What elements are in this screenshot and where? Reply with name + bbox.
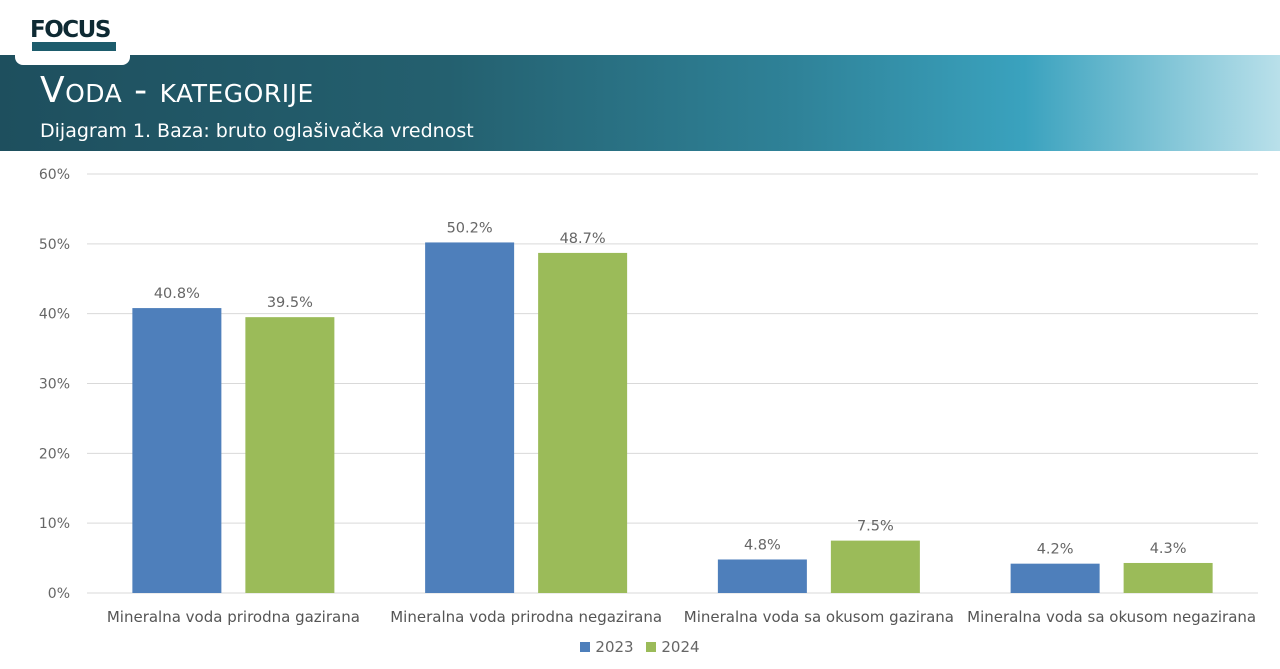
logo-bar bbox=[32, 42, 116, 51]
data-label: 50.2% bbox=[447, 220, 493, 236]
legend-label-2024: 2024 bbox=[661, 638, 700, 656]
data-label: 4.8% bbox=[744, 537, 781, 553]
y-tick-label: 10% bbox=[39, 516, 70, 532]
y-tick-label: 50% bbox=[39, 237, 70, 253]
logo-text: FOCUS bbox=[30, 17, 111, 43]
bar-2023 bbox=[132, 308, 222, 593]
x-category-label: Mineralna voda prirodna negazirana bbox=[390, 608, 662, 626]
y-tick-label: 0% bbox=[48, 586, 70, 602]
y-tick-label: 20% bbox=[39, 446, 70, 462]
x-category-label: Mineralna voda sa okusom gazirana bbox=[684, 608, 954, 626]
focus-logo: FOCUS bbox=[30, 16, 120, 56]
bar-2023 bbox=[717, 559, 807, 593]
y-tick-label: 60% bbox=[39, 167, 70, 183]
chart-subtitle: Dijagram 1. Baza: bruto oglašivačka vred… bbox=[40, 120, 474, 142]
legend-swatch-2023 bbox=[580, 642, 591, 652]
bar-2024 bbox=[830, 540, 920, 593]
data-label: 40.8% bbox=[154, 286, 200, 302]
bar-2024 bbox=[245, 317, 335, 593]
logo-container bbox=[15, 0, 130, 65]
legend: 2023 2024 bbox=[0, 638, 1280, 656]
x-category-label: Mineralna voda sa okusom negazirana bbox=[967, 608, 1256, 626]
x-category-label: Mineralna voda prirodna gazirana bbox=[107, 608, 360, 626]
data-label: 7.5% bbox=[857, 519, 894, 535]
bar-2024 bbox=[538, 252, 628, 593]
data-label: 48.7% bbox=[560, 231, 606, 247]
legend-item-2024: 2024 bbox=[646, 638, 700, 656]
legend-item-2023: 2023 bbox=[580, 638, 634, 656]
data-label: 4.2% bbox=[1037, 542, 1074, 558]
data-label: 4.3% bbox=[1150, 541, 1187, 557]
bar-chart: 0% 10% 20% 30% 40% 50% 60% 40.8% 39.5% Mineralna … bbox=[39, 167, 1258, 626]
y-tick-label: 30% bbox=[39, 377, 70, 393]
y-tick-label: 40% bbox=[39, 307, 70, 323]
bar-2024 bbox=[1123, 562, 1213, 593]
header-banner bbox=[0, 55, 1280, 151]
legend-label-2023: 2023 bbox=[595, 638, 634, 656]
bar-2023 bbox=[425, 242, 515, 593]
page-title: Voda - kategorije bbox=[40, 70, 314, 111]
bar-2023 bbox=[1010, 563, 1100, 593]
data-label: 39.5% bbox=[267, 295, 313, 311]
legend-swatch-2024 bbox=[646, 642, 657, 652]
